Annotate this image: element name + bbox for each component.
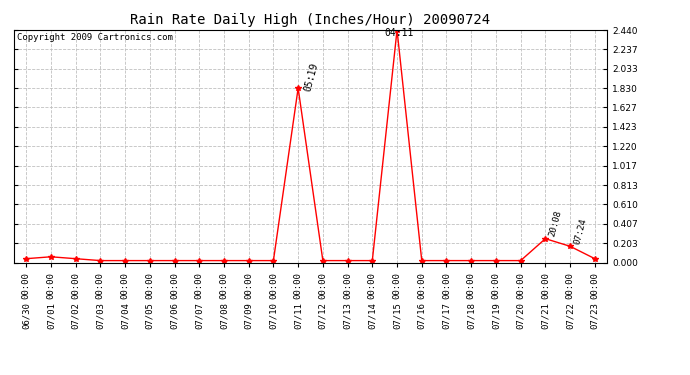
Text: 00:00: 00:00 — [219, 272, 228, 298]
Text: 05:19: 05:19 — [303, 62, 320, 93]
Text: 04:11: 04:11 — [385, 28, 414, 38]
Text: 07/22: 07/22 — [566, 302, 575, 329]
Text: 07/06: 07/06 — [170, 302, 179, 329]
Text: 00:00: 00:00 — [368, 272, 377, 298]
Text: 07/18: 07/18 — [466, 302, 475, 329]
Text: 07/09: 07/09 — [244, 302, 253, 329]
Text: 07/08: 07/08 — [219, 302, 228, 329]
Text: 00:00: 00:00 — [71, 272, 80, 298]
Text: 00:00: 00:00 — [96, 272, 105, 298]
Text: 07/03: 07/03 — [96, 302, 105, 329]
Text: 00:00: 00:00 — [442, 272, 451, 298]
Text: 07/04: 07/04 — [121, 302, 130, 329]
Text: 00:00: 00:00 — [591, 272, 600, 298]
Text: 00:00: 00:00 — [269, 272, 278, 298]
Text: 00:00: 00:00 — [466, 272, 475, 298]
Text: 07/01: 07/01 — [46, 302, 55, 329]
Text: 07/10: 07/10 — [269, 302, 278, 329]
Text: 00:00: 00:00 — [146, 272, 155, 298]
Text: 00:00: 00:00 — [343, 272, 352, 298]
Text: 00:00: 00:00 — [294, 272, 303, 298]
Text: 07:24: 07:24 — [573, 217, 589, 245]
Text: 07/12: 07/12 — [318, 302, 327, 329]
Text: 07/07: 07/07 — [195, 302, 204, 329]
Text: 00:00: 00:00 — [195, 272, 204, 298]
Text: 00:00: 00:00 — [121, 272, 130, 298]
Text: 07/17: 07/17 — [442, 302, 451, 329]
Text: 07/11: 07/11 — [294, 302, 303, 329]
Text: 00:00: 00:00 — [393, 272, 402, 298]
Text: 00:00: 00:00 — [541, 272, 550, 298]
Text: 07/21: 07/21 — [541, 302, 550, 329]
Text: 07/02: 07/02 — [71, 302, 80, 329]
Text: 07/19: 07/19 — [491, 302, 500, 329]
Text: 07/23: 07/23 — [591, 302, 600, 329]
Text: 20:08: 20:08 — [548, 209, 564, 238]
Text: 00:00: 00:00 — [21, 272, 30, 298]
Title: Rain Rate Daily High (Inches/Hour) 20090724: Rain Rate Daily High (Inches/Hour) 20090… — [130, 13, 491, 27]
Text: 00:00: 00:00 — [516, 272, 525, 298]
Text: 07/16: 07/16 — [417, 302, 426, 329]
Text: 00:00: 00:00 — [491, 272, 500, 298]
Text: 07/13: 07/13 — [343, 302, 352, 329]
Text: Copyright 2009 Cartronics.com: Copyright 2009 Cartronics.com — [17, 33, 172, 42]
Text: 06/30: 06/30 — [21, 302, 30, 329]
Text: 00:00: 00:00 — [417, 272, 426, 298]
Text: 07/15: 07/15 — [393, 302, 402, 329]
Text: 00:00: 00:00 — [566, 272, 575, 298]
Text: 00:00: 00:00 — [244, 272, 253, 298]
Text: 00:00: 00:00 — [170, 272, 179, 298]
Text: 00:00: 00:00 — [46, 272, 55, 298]
Text: 07/14: 07/14 — [368, 302, 377, 329]
Text: 00:00: 00:00 — [318, 272, 327, 298]
Text: 07/20: 07/20 — [516, 302, 525, 329]
Text: 07/05: 07/05 — [146, 302, 155, 329]
